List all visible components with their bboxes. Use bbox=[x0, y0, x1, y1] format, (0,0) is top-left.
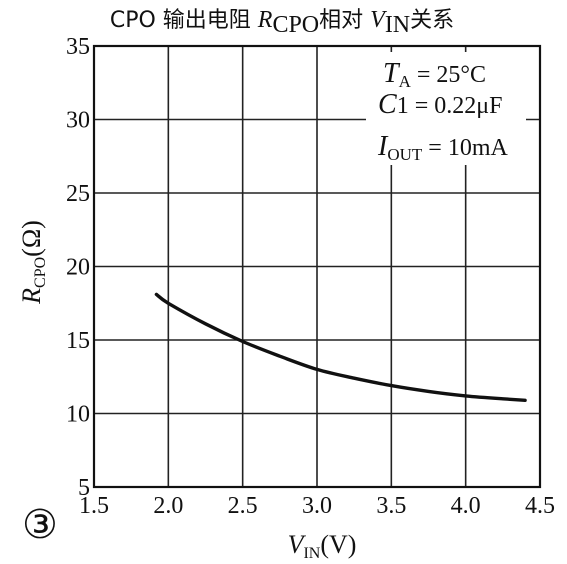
y-tick-label: 35 bbox=[66, 34, 90, 60]
x-tick-label: 4.0 bbox=[451, 493, 481, 519]
x-tick-label: 3.0 bbox=[302, 493, 332, 519]
y-tick-label: 25 bbox=[66, 181, 90, 207]
series-line-rcpo bbox=[154, 292, 527, 402]
annotation-iout: IOUT = 10mA bbox=[377, 131, 508, 164]
x-tick-label: 2.5 bbox=[228, 493, 258, 519]
y-tick-label: 15 bbox=[66, 328, 90, 354]
x-tick-label: 1.5 bbox=[79, 493, 109, 519]
x-tick-label: 4.5 bbox=[525, 493, 555, 519]
y-axis-ticks: 5 10 15 20 25 30 35 bbox=[66, 34, 90, 501]
annotation-c1: C1 = 0.22μF bbox=[378, 89, 502, 120]
y-tick-label: 20 bbox=[66, 255, 90, 281]
annotation-box bbox=[366, 52, 526, 165]
annotation-ta: TA = 25°C bbox=[383, 58, 486, 91]
x-axis-ticks: 1.5 2.0 2.5 3.0 3.5 4.0 4.5 bbox=[79, 493, 555, 519]
y-tick-label: 30 bbox=[66, 108, 90, 134]
y-tick-label: 5 bbox=[78, 475, 90, 501]
y-axis-label: RCPO(Ω) bbox=[17, 220, 49, 305]
x-tick-label: 3.5 bbox=[376, 493, 406, 519]
y-tick-label: 10 bbox=[66, 402, 90, 428]
chart-title: CPO 输出电阻 RCPO相对 VIN关系 bbox=[110, 7, 454, 38]
x-axis-label: VIN(V) bbox=[288, 530, 357, 562]
plot-frame bbox=[92, 44, 542, 489]
figure-number-badge: ③ bbox=[22, 502, 58, 548]
x-tick-label: 2.0 bbox=[153, 493, 183, 519]
